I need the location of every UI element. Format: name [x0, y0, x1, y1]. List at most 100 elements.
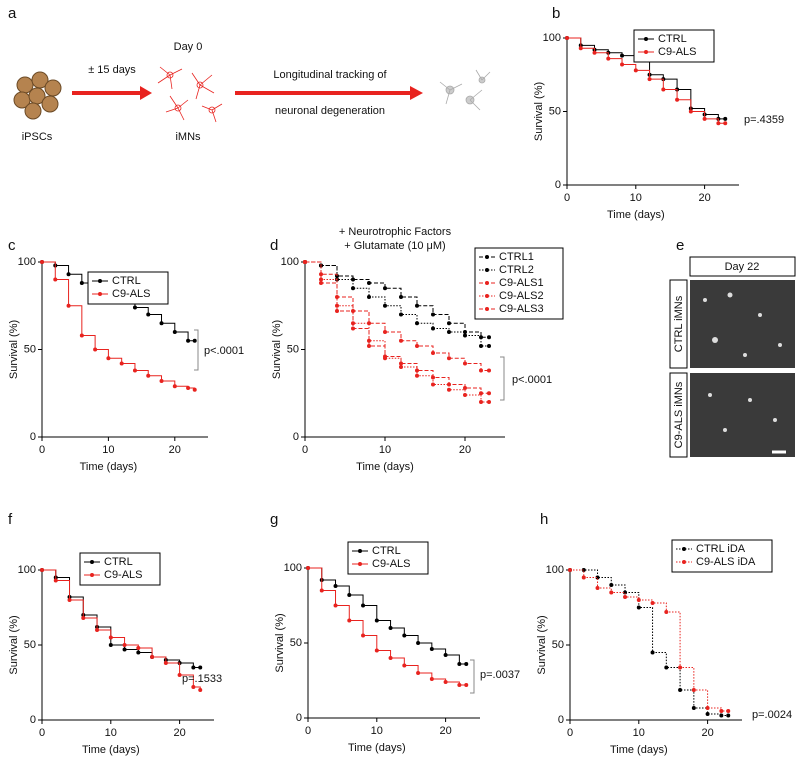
- neuron-icon: [157, 66, 223, 123]
- x-tick-label: 0: [302, 444, 308, 456]
- event-point: [383, 330, 387, 334]
- event-point: [374, 648, 379, 653]
- event-point: [705, 712, 710, 716]
- event-point: [447, 330, 451, 334]
- y-tick-label: 50: [287, 343, 299, 355]
- survival-curve: [42, 569, 201, 690]
- y-tick-label: 50: [549, 105, 561, 117]
- x-tick-label: 10: [371, 725, 383, 737]
- event-point: [383, 286, 387, 291]
- arrow-head: [410, 86, 423, 100]
- event-point: [479, 391, 483, 396]
- y-tick-label: 100: [18, 256, 36, 268]
- event-point: [347, 618, 352, 623]
- x-tick-label: 20: [173, 727, 185, 739]
- event-point: [705, 706, 710, 710]
- event-point: [595, 586, 600, 590]
- event-point: [487, 391, 491, 396]
- panel-label: e: [676, 237, 684, 254]
- event-point: [399, 361, 403, 366]
- event-point: [335, 309, 339, 313]
- x-axis-label: Time (days): [607, 209, 665, 221]
- event-point: [79, 333, 84, 338]
- ipsc-icon: [13, 71, 62, 120]
- p-value: p=.1533: [182, 673, 222, 685]
- event-point: [609, 590, 614, 595]
- survival-curve: [570, 569, 729, 712]
- legend-marker: [682, 547, 686, 551]
- event-point: [464, 683, 469, 687]
- survival-curve: [570, 569, 729, 716]
- event-point: [53, 578, 58, 583]
- x-tick-label: 10: [105, 727, 117, 739]
- panel-label: b: [552, 5, 560, 22]
- event-point: [383, 354, 387, 359]
- bracket: [470, 659, 475, 694]
- legend-marker: [98, 279, 102, 283]
- event-point: [447, 321, 451, 326]
- event-point: [66, 303, 71, 308]
- event-point: [306, 566, 310, 570]
- y-tick-label: 0: [558, 714, 564, 726]
- legend-marker: [90, 560, 94, 564]
- event-point: [122, 643, 127, 647]
- stage-label: iPSCs: [22, 131, 53, 143]
- x-tick-label: 10: [630, 192, 642, 204]
- event-point: [40, 568, 44, 572]
- micrograph: [690, 280, 795, 368]
- event-point: [609, 583, 614, 587]
- legend-marker: [90, 573, 94, 577]
- event-point: [675, 97, 680, 102]
- y-tick-label: 100: [546, 564, 564, 576]
- event-point: [431, 382, 435, 387]
- event-point: [192, 387, 197, 392]
- panel-label: f: [8, 511, 13, 528]
- legend-box: [633, 29, 715, 63]
- event-point: [443, 653, 448, 657]
- legend-marker: [98, 292, 102, 296]
- event-point: [402, 633, 407, 638]
- day-label: Day 0: [174, 41, 203, 53]
- event-point: [53, 277, 58, 282]
- y-tick-label: 100: [543, 32, 561, 44]
- event-point: [688, 109, 693, 114]
- legend-marker: [682, 560, 686, 564]
- survival-curve: [305, 261, 489, 394]
- legend-marker: [644, 50, 648, 54]
- legend-box: [87, 271, 169, 305]
- legend-marker: [485, 281, 489, 285]
- event-point: [198, 688, 203, 692]
- legend-label: C9-ALS: [104, 569, 143, 581]
- event-point: [388, 626, 393, 630]
- event-point: [716, 121, 721, 126]
- event-point: [565, 36, 569, 40]
- chart-subtitle: + Glutamate (10 μM): [344, 240, 445, 252]
- event-point: [159, 321, 164, 326]
- event-point: [119, 361, 124, 366]
- panel-label: h: [540, 511, 548, 528]
- event-point: [457, 683, 462, 687]
- x-tick-label: 0: [39, 727, 45, 739]
- p-value: p<.0001: [204, 345, 244, 357]
- event-point: [487, 335, 491, 340]
- event-point: [429, 647, 434, 651]
- bracket: [194, 329, 199, 371]
- event-point: [620, 62, 625, 67]
- event-point: [723, 116, 728, 121]
- event-point: [347, 593, 352, 597]
- x-tick-label: 0: [567, 727, 573, 739]
- x-tick-label: 20: [701, 727, 713, 739]
- stage-label: iMNs: [175, 131, 201, 143]
- row-label: C9-ALS iMNs: [673, 381, 685, 448]
- event-point: [464, 662, 469, 666]
- event-point: [191, 665, 196, 670]
- y-tick-label: 50: [290, 637, 302, 649]
- legend-label: C9-ALS1: [499, 277, 544, 289]
- y-axis-label: Survival (%): [533, 82, 545, 141]
- panel-label: g: [270, 511, 278, 528]
- event-point: [416, 641, 421, 645]
- event-point: [415, 321, 419, 326]
- event-point: [146, 312, 151, 317]
- event-point: [650, 601, 655, 605]
- event-point: [702, 116, 707, 121]
